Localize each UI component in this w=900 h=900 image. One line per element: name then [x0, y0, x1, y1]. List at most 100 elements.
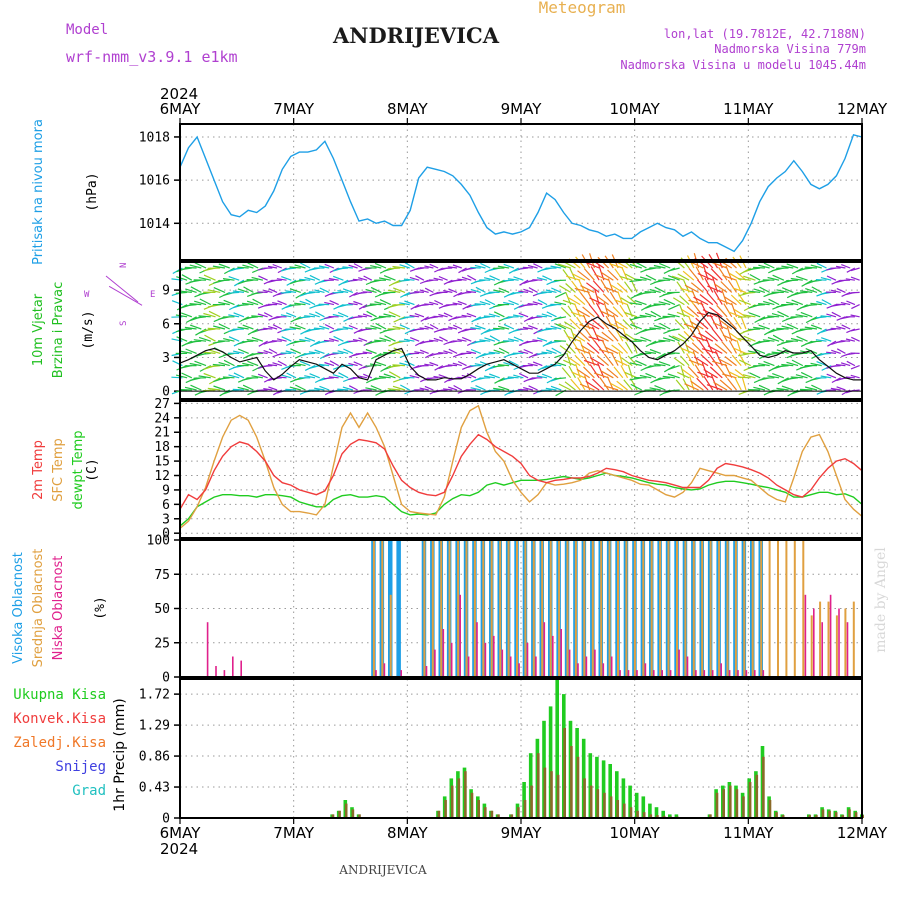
panel-precipitation: 0 0.43 0.86 1.29 1.72 1hr Precip (mm) Ukupna K… [13, 677, 888, 858]
wind-barb [374, 377, 387, 380]
wind-barb [693, 296, 709, 306]
wind-barb [337, 290, 349, 293]
wind-barb [572, 332, 586, 342]
precip-bar-convective [517, 807, 520, 818]
wind-barb [176, 336, 188, 342]
precip-bar-convective [709, 814, 712, 818]
wind-barb [457, 360, 467, 367]
y-tick-label: 0.43 [139, 781, 170, 796]
wind-barb [781, 363, 794, 367]
wind-barb [677, 371, 690, 379]
wind-barb [365, 288, 377, 293]
cloud-bar-low [745, 670, 748, 677]
wind-barb [203, 372, 216, 379]
wind-barb [337, 311, 349, 318]
wind-barb [717, 358, 733, 367]
cloud-bar-low [754, 670, 756, 677]
wind-barb [703, 270, 718, 281]
wind-barb [289, 288, 301, 293]
wind-barb [308, 351, 320, 354]
wind-barb [707, 285, 723, 293]
wind-barb [527, 264, 538, 269]
cloud-bar-low [400, 670, 402, 677]
wind-barb [799, 267, 813, 271]
station-title: ANDRIJEVICA [332, 23, 500, 48]
cloud-bar-low [711, 670, 714, 677]
cloud-bar-low [653, 670, 655, 677]
wind-barb [263, 289, 273, 293]
wind-barb [728, 340, 738, 354]
precip-bar-convective [444, 800, 447, 818]
wind-barb [532, 339, 543, 342]
wind-barb [694, 364, 704, 379]
wind-barb [845, 278, 855, 281]
wind-barb [314, 387, 325, 391]
compass-east-label: E [150, 290, 155, 300]
wind-barb [189, 303, 202, 306]
wind-barb [737, 278, 751, 281]
precip-bar-convective [351, 809, 355, 818]
wind-barb [415, 275, 425, 281]
wind-barb [840, 340, 851, 342]
wind-barb [522, 304, 533, 307]
wind-barb [541, 351, 552, 354]
wind-barb [318, 265, 330, 269]
cloud-bar-mid [507, 540, 510, 677]
cloud-bar-mid [835, 615, 838, 677]
wind-barb [594, 273, 609, 281]
y-tick-label: 3 [162, 512, 170, 527]
cloud-bar-low [518, 663, 520, 677]
wind-barb [458, 267, 467, 274]
wind-barb [668, 304, 680, 311]
wind-barb [277, 360, 287, 367]
wind-barb [840, 362, 851, 367]
cloud-bar-low [644, 663, 647, 677]
wind-barb [791, 299, 804, 306]
wind-barb [560, 306, 572, 318]
precip-bar-convective [457, 778, 461, 818]
wind-barb [536, 315, 548, 318]
cloud-bar-mid [852, 601, 855, 677]
precip-bar-convective [484, 807, 487, 818]
precip-bar-convective [523, 800, 527, 818]
wind-barb [734, 377, 742, 391]
wind-barb [429, 361, 439, 367]
wind-barb [528, 325, 538, 330]
wind-barb [580, 352, 591, 366]
cloud-bar-low [383, 663, 386, 677]
wind-barb [175, 374, 188, 379]
wind-barb [554, 340, 567, 342]
wind-barb [175, 291, 188, 294]
wind-barb [588, 304, 600, 318]
wind-barb [663, 298, 676, 306]
wind-barb [352, 278, 363, 281]
wind-barb [314, 349, 325, 354]
precip-bar-total [548, 706, 553, 818]
wind-barb [233, 312, 245, 318]
wind-barb [684, 284, 699, 293]
wind-barb [850, 291, 860, 294]
wind-barb [707, 345, 723, 354]
wind-barb [333, 335, 344, 342]
wind-barb [507, 376, 519, 379]
precip-bar-convective [642, 812, 646, 818]
wind-barb [776, 327, 789, 330]
cloud-bar-mid [793, 540, 796, 677]
precip-bar-convective [344, 803, 348, 818]
wind-barb [208, 310, 221, 318]
wind-barb [585, 380, 600, 391]
wind-barb [726, 317, 737, 330]
wind-barb [198, 315, 211, 318]
wind-barb [799, 388, 813, 391]
wind-barb [845, 376, 855, 379]
pressure-axis-title: Pritisak na nivou mora [31, 119, 46, 265]
wind-barb [365, 304, 377, 307]
model-elevation-label: Nadmorska Visina u modelu 1045.44m [620, 58, 866, 72]
y-tick-label: 21 [154, 426, 170, 441]
wind-barb [727, 279, 737, 293]
wind-barb [352, 339, 363, 342]
wind-barb [786, 263, 799, 269]
cloud-bar-low [223, 670, 226, 677]
wind-barb [461, 276, 472, 281]
wind-barb [640, 336, 652, 342]
